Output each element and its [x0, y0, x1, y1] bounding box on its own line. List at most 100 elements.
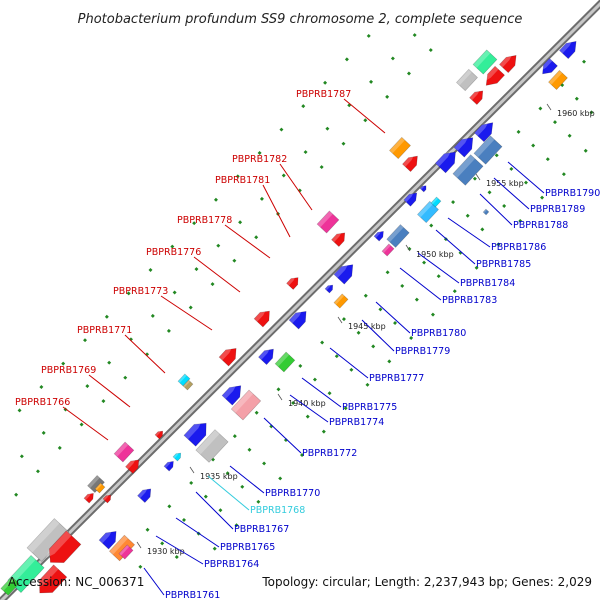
gene-box	[316, 210, 340, 234]
gene-shine	[99, 528, 114, 544]
gene-box	[94, 482, 106, 494]
gene-arrow	[102, 494, 112, 504]
left-label-connector	[262, 184, 291, 238]
guide-dot-2	[428, 48, 433, 53]
gene-box	[381, 243, 395, 257]
gene-arrow	[542, 57, 558, 75]
gene-feature-20	[389, 136, 411, 160]
guide-dot-5	[567, 133, 572, 138]
gene-box	[456, 68, 478, 92]
right-label-connector	[229, 465, 265, 494]
right-label-connector	[417, 252, 460, 284]
gene-feature-18	[373, 229, 384, 242]
gene-shine	[125, 457, 137, 470]
left-gene-label: PBPRB1782	[232, 154, 287, 165]
gene-box	[548, 69, 568, 91]
gene-shine	[183, 380, 191, 388]
gene-feature-39	[172, 451, 182, 462]
tick-mark	[405, 244, 411, 252]
guide-dot-2	[406, 71, 411, 76]
gene-shine	[386, 224, 404, 243]
guide-dot-6	[365, 382, 370, 387]
gene-shine	[84, 491, 92, 500]
tick-mark	[337, 316, 343, 324]
gene-box	[333, 293, 349, 309]
gene-arrow	[258, 348, 274, 366]
gene-shine	[456, 69, 472, 86]
gene-shine	[173, 451, 180, 459]
guide-dot-3	[516, 129, 521, 134]
right-gene-label: PBPRB1785	[476, 259, 531, 270]
guide-dot-5	[327, 391, 332, 396]
tick-mark	[136, 541, 142, 549]
gene-feature-11	[473, 135, 503, 165]
gene-feature-57	[482, 208, 490, 216]
gene-arrow	[172, 452, 182, 462]
gene-arrow	[402, 155, 418, 173]
left-label-connector	[343, 98, 386, 134]
guide-dot-3	[407, 246, 412, 251]
gene-box	[0, 576, 20, 596]
guide-dot-3	[189, 480, 194, 485]
gene-feature-46	[94, 482, 106, 494]
left-gene-label: PBPRB1778	[177, 215, 232, 226]
gene-shine	[35, 564, 59, 590]
guide-dot-4	[182, 518, 186, 522]
right-label-connector	[329, 347, 369, 379]
right-label-connector	[447, 217, 491, 248]
tick-label: 1930 kbp	[147, 547, 185, 556]
gene-shine	[469, 88, 481, 101]
gene-feature-29	[288, 308, 307, 330]
guide-dot-4	[334, 354, 339, 359]
scale-ticks: 1930 kbp 1935 kbp 1940 kbp 1945 kbp 1950 kbp…	[136, 103, 595, 556]
guide-dot-6	[234, 523, 239, 528]
guide-dot-5	[218, 508, 223, 513]
gene-shine	[178, 373, 187, 383]
guide-dot-0	[61, 361, 66, 366]
guide-dot-6	[300, 453, 304, 458]
guide-dot-6	[518, 219, 523, 223]
gene-feature-19	[381, 243, 395, 257]
guide-dot-0	[104, 314, 109, 319]
tick-mark	[189, 466, 195, 474]
gene-arrow	[419, 185, 427, 193]
guide-dot-1	[281, 173, 286, 178]
gene-feature-17	[386, 224, 410, 248]
gene-shine	[417, 201, 433, 218]
left-gene-label: PBPRB1781	[215, 175, 270, 186]
gene-feature-42	[113, 441, 135, 463]
tick-mark	[546, 103, 552, 111]
guide-dot-5	[349, 367, 354, 372]
gene-arrow	[98, 531, 117, 550]
right-gene-labels: PBPRB1790 PBPRB1789 PBPRB1788 PBPRB1786 PBPR…	[143, 161, 600, 600]
guide-dot-6	[430, 312, 435, 317]
left-gene-label: PBPRB1769	[41, 365, 96, 376]
gene-feature-31	[258, 346, 274, 366]
gene-arrow	[485, 65, 505, 86]
right-label-connector	[375, 301, 411, 334]
gene-feature-44	[137, 486, 152, 503]
gene-arrow	[221, 385, 242, 406]
right-gene-label: PBPRB1765	[220, 542, 275, 553]
guide-dot-0	[126, 291, 131, 296]
gene-shine	[403, 190, 415, 203]
left-gene-label: PBPRB1766	[15, 397, 70, 408]
right-gene-label: PBPRB1768	[250, 505, 305, 516]
guide-dot-2	[101, 399, 106, 404]
left-gene-label: PBPRB1773	[113, 286, 168, 297]
right-label-connector	[399, 267, 442, 301]
guide-dot-4	[422, 260, 427, 265]
gene-shine	[431, 197, 439, 205]
guide-dot-4	[509, 166, 514, 171]
gene-feature-26	[333, 293, 349, 309]
left-gene-labels: PBPRB1787 PBPRB1782 PBPRB1781 PBPRB1778 PBPR…	[15, 89, 386, 441]
gene-arrow	[218, 348, 237, 367]
guide-dot-6	[474, 265, 479, 270]
right-label-connector	[207, 475, 250, 511]
gene-shine	[435, 148, 453, 167]
gene-shine	[317, 210, 333, 228]
gene-feature-12	[452, 154, 484, 186]
gene-shine	[454, 134, 470, 151]
left-label-connector	[193, 256, 241, 293]
